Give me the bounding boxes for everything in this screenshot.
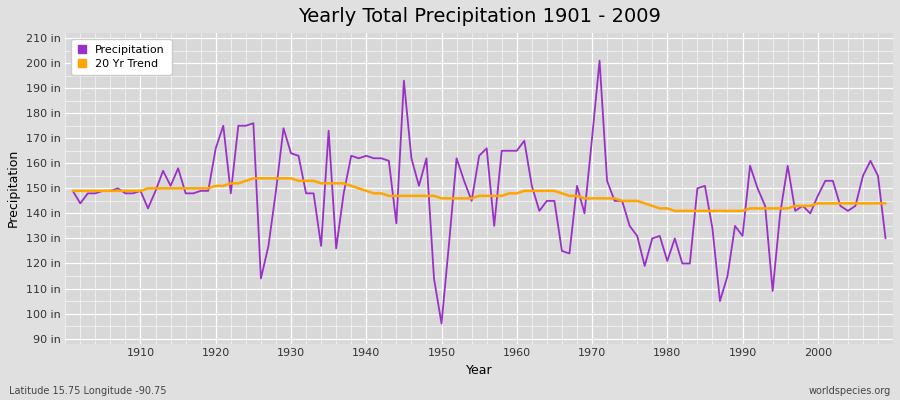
Title: Yearly Total Precipitation 1901 - 2009: Yearly Total Precipitation 1901 - 2009 bbox=[298, 7, 661, 26]
X-axis label: Year: Year bbox=[466, 364, 492, 377]
20 Yr Trend bbox=[609, 196, 620, 201]
Line: 20 Yr Trend: 20 Yr Trend bbox=[73, 178, 886, 211]
20 Yr Trend bbox=[880, 201, 891, 206]
Precipitation bbox=[594, 58, 605, 63]
Precipitation bbox=[293, 153, 304, 158]
Precipitation bbox=[511, 148, 522, 153]
Y-axis label: Precipitation: Precipitation bbox=[7, 149, 20, 228]
20 Yr Trend bbox=[128, 188, 139, 193]
Text: Latitude 15.75 Longitude -90.75: Latitude 15.75 Longitude -90.75 bbox=[9, 386, 166, 396]
Precipitation bbox=[338, 191, 349, 196]
Text: worldspecies.org: worldspecies.org bbox=[809, 386, 891, 396]
20 Yr Trend bbox=[670, 208, 680, 213]
Precipitation bbox=[616, 198, 627, 203]
Legend: Precipitation, 20 Yr Trend: Precipitation, 20 Yr Trend bbox=[71, 39, 172, 76]
Line: Precipitation: Precipitation bbox=[73, 61, 886, 324]
Precipitation bbox=[128, 191, 139, 196]
20 Yr Trend bbox=[248, 176, 259, 181]
20 Yr Trend bbox=[511, 191, 522, 196]
Precipitation bbox=[519, 138, 530, 143]
20 Yr Trend bbox=[346, 184, 356, 188]
20 Yr Trend bbox=[519, 188, 530, 193]
20 Yr Trend bbox=[301, 178, 311, 183]
20 Yr Trend bbox=[68, 188, 78, 193]
Precipitation bbox=[436, 321, 447, 326]
Precipitation bbox=[68, 188, 78, 193]
Precipitation bbox=[880, 236, 891, 241]
